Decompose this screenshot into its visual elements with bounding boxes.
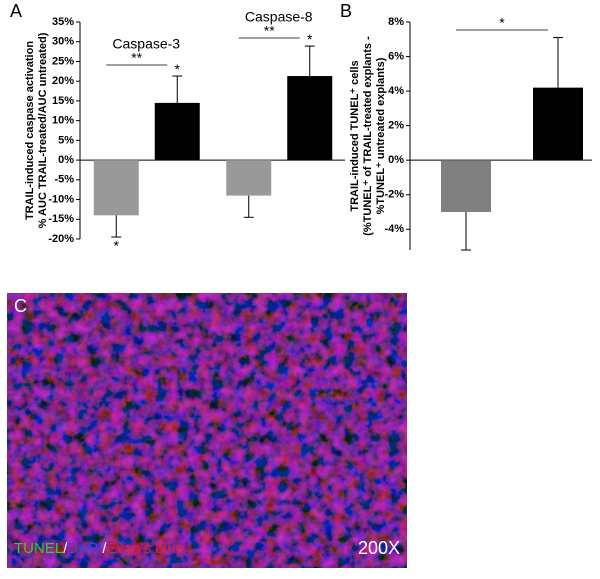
stain-label: TUNEL bbox=[14, 540, 63, 557]
y-tick-label: -20% bbox=[48, 233, 74, 245]
stain-label: / bbox=[63, 540, 68, 557]
y-axis-label: TRAIL-induced caspase activation bbox=[24, 41, 36, 220]
y-tick-label: 2% bbox=[388, 120, 404, 132]
bar bbox=[154, 102, 200, 161]
y-tick-label: 20% bbox=[52, 75, 74, 87]
panel-label: C bbox=[14, 296, 27, 316]
micrograph: C TUNEL/DAPI/Evan's blue 200X bbox=[7, 293, 407, 568]
panel-label: A bbox=[10, 1, 22, 21]
category-label: Caspase-8 bbox=[245, 9, 313, 25]
y-axis-label: TRAIL-induced TUNEL⁺ cells bbox=[349, 60, 361, 211]
comparison-mark: ** bbox=[264, 23, 275, 39]
micrograph-texture bbox=[7, 293, 407, 568]
significance-mark: * bbox=[175, 61, 181, 77]
y-axis-label: % AUC TRAIL-treated/AUC untreated) bbox=[37, 32, 49, 228]
stain-label: / bbox=[102, 540, 107, 557]
y-tick-label: 30% bbox=[52, 36, 74, 48]
stain-label: Evan's blue bbox=[107, 540, 184, 557]
y-axis-label: (%TUNEL⁺ of TRAIL-treated explants - bbox=[362, 36, 374, 236]
y-tick-label: 10% bbox=[52, 115, 74, 127]
y-tick-label: 0% bbox=[388, 154, 404, 166]
stain-label: DAPI bbox=[67, 540, 102, 557]
panel-label: B bbox=[340, 1, 352, 21]
bar bbox=[287, 76, 333, 161]
y-tick-label: -2% bbox=[384, 189, 404, 201]
y-tick-label: 5% bbox=[58, 134, 74, 146]
bar bbox=[441, 160, 491, 212]
y-tick-label: 6% bbox=[388, 50, 404, 62]
y-tick-label: 0% bbox=[58, 154, 74, 166]
category-label: Caspase-3 bbox=[112, 36, 180, 52]
y-tick-label: 4% bbox=[388, 85, 404, 97]
comparison-mark: ** bbox=[131, 50, 142, 66]
y-tick-label: 25% bbox=[52, 55, 74, 67]
significance-mark: * bbox=[114, 238, 120, 254]
y-tick-label: 15% bbox=[52, 95, 74, 107]
magnification: 200X bbox=[358, 538, 400, 558]
comparison-mark: * bbox=[499, 15, 505, 31]
y-tick-label: -10% bbox=[48, 193, 74, 205]
bar bbox=[93, 160, 139, 216]
bar bbox=[226, 160, 272, 196]
y-tick-label: 8% bbox=[388, 16, 404, 28]
y-tick-label: 35% bbox=[52, 16, 74, 28]
significance-mark: * bbox=[307, 31, 313, 47]
bar bbox=[533, 87, 583, 161]
y-tick-label: -15% bbox=[48, 213, 74, 225]
y-axis-label: %TUNEL⁺ untreated explants) bbox=[375, 57, 387, 214]
y-tick-label: -4% bbox=[384, 223, 404, 235]
y-tick-label: -5% bbox=[54, 174, 74, 186]
stain-labels: TUNEL/DAPI/Evan's blue bbox=[14, 540, 184, 557]
